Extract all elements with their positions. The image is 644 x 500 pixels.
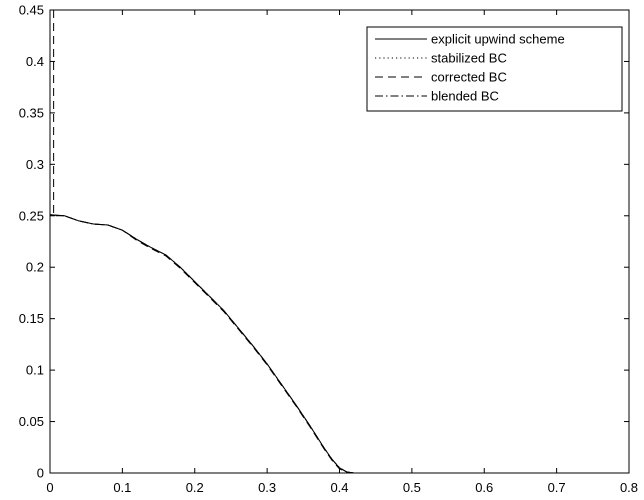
x-tick-label: 0.4 <box>330 480 348 495</box>
y-tick-label: 0.4 <box>26 54 44 69</box>
y-tick-label: 0.3 <box>26 157 44 172</box>
legend-label-2: stabilized BC <box>431 51 507 66</box>
legend-box <box>366 26 623 112</box>
legend-label-4: blended BC <box>431 89 499 104</box>
x-tick-label: 0 <box>46 480 53 495</box>
y-tick-label: 0.2 <box>26 260 44 275</box>
y-tick-label: 0.25 <box>19 208 44 223</box>
y-tick-label: 0 <box>37 466 44 481</box>
x-tick-label: 0.3 <box>258 480 276 495</box>
y-tick-label: 0.05 <box>19 414 44 429</box>
legend: explicit upwind scheme stabilized BC corre… <box>366 26 623 112</box>
x-tick-label: 0.2 <box>186 480 204 495</box>
x-tick-label: 0.6 <box>475 480 493 495</box>
y-tick-label: 0.1 <box>26 363 44 378</box>
legend-label-3: corrected BC <box>431 70 507 85</box>
x-axis: 0 0.1 0.2 0.3 0.4 0.5 0.6 0.7 0.8 <box>46 10 638 495</box>
y-tick-label: 0.15 <box>19 311 44 326</box>
legend-label-1: explicit upwind scheme <box>431 32 565 47</box>
x-tick-label: 0.8 <box>620 480 638 495</box>
y-axis: 0 0.05 0.1 0.15 0.2 0.25 0.3 0.35 0.4 0.45 <box>19 3 629 481</box>
y-tick-label: 0.35 <box>19 105 44 120</box>
x-tick-label: 0.1 <box>113 480 131 495</box>
x-tick-label: 0.5 <box>403 480 421 495</box>
y-tick-label: 0.45 <box>19 3 44 18</box>
x-tick-label: 0.7 <box>548 480 566 495</box>
